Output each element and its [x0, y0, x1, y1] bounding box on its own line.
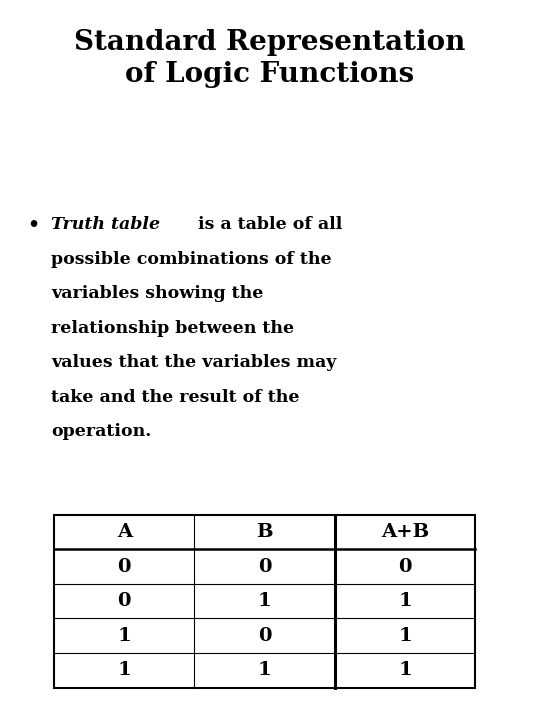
Bar — [54, 515, 475, 688]
Text: B: B — [256, 523, 273, 541]
Text: operation.: operation. — [51, 423, 152, 441]
Text: •: • — [27, 216, 39, 234]
Text: is a table of all: is a table of all — [192, 216, 342, 233]
Text: values that the variables may: values that the variables may — [51, 354, 336, 372]
Text: Standard Representation
of Logic Functions: Standard Representation of Logic Functio… — [75, 29, 465, 88]
Text: 1: 1 — [117, 626, 131, 645]
Text: 1: 1 — [117, 661, 131, 680]
Text: 1: 1 — [258, 661, 272, 680]
Text: 0: 0 — [118, 592, 131, 611]
Text: relationship between the: relationship between the — [51, 320, 294, 337]
Text: take and the result of the: take and the result of the — [51, 389, 300, 406]
Text: 0: 0 — [258, 557, 272, 576]
Text: 1: 1 — [398, 661, 412, 680]
Text: A: A — [117, 523, 132, 541]
Text: 0: 0 — [258, 626, 272, 645]
Text: 1: 1 — [398, 626, 412, 645]
Text: 0: 0 — [399, 557, 412, 576]
Text: 1: 1 — [258, 592, 272, 611]
Text: Truth table: Truth table — [51, 216, 160, 233]
Text: possible combinations of the: possible combinations of the — [51, 251, 332, 268]
Text: variables showing the: variables showing the — [51, 285, 264, 302]
Text: 0: 0 — [118, 557, 131, 576]
Text: 1: 1 — [398, 592, 412, 611]
Text: A+B: A+B — [381, 523, 429, 541]
